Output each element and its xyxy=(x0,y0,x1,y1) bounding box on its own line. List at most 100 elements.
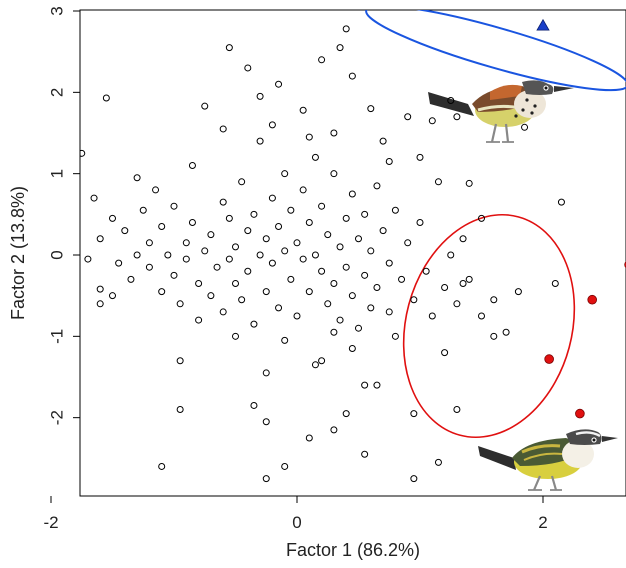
black-open-point xyxy=(355,235,362,243)
black-open-point xyxy=(219,308,227,316)
y-tick-label: -1 xyxy=(47,329,66,344)
black-open-point xyxy=(281,247,289,255)
black-open-point xyxy=(139,206,147,214)
black-open-point xyxy=(434,178,442,186)
black-open-point xyxy=(385,259,393,267)
black-open-point xyxy=(348,345,356,353)
black-open-point xyxy=(348,72,356,80)
x-tick-label: -2 xyxy=(43,513,58,532)
black-open-point xyxy=(367,247,375,255)
black-open-point xyxy=(225,44,233,52)
black-open-point xyxy=(330,426,338,434)
black-open-point xyxy=(404,113,412,121)
black-open-point xyxy=(176,300,184,308)
black-open-point xyxy=(355,324,362,332)
black-open-point xyxy=(428,312,436,320)
black-open-point xyxy=(133,174,141,182)
black-open-point xyxy=(262,288,270,296)
plot-frame xyxy=(79,9,626,497)
black-open-point xyxy=(60,260,66,266)
red-filled-point xyxy=(587,294,597,305)
black-open-point xyxy=(422,267,430,275)
black-open-point xyxy=(324,231,332,239)
black-open-point xyxy=(348,190,356,198)
black-open-point xyxy=(256,92,264,100)
red-filled-point xyxy=(544,354,554,364)
black-open-point xyxy=(490,332,498,340)
black-open-point xyxy=(342,263,350,271)
black-open-point xyxy=(219,125,227,133)
black-open-point xyxy=(96,235,104,243)
black-open-point xyxy=(410,410,418,418)
black-open-point xyxy=(182,239,190,247)
black-open-point xyxy=(127,275,135,283)
black-open-point xyxy=(361,210,369,218)
black-open-point xyxy=(275,223,283,231)
black-open-point xyxy=(96,300,104,308)
black-open-point xyxy=(305,434,313,442)
black-open-point xyxy=(170,271,178,279)
black-open-point xyxy=(158,223,166,231)
black-open-point xyxy=(213,263,221,271)
black-open-point xyxy=(342,410,350,418)
black-open-point xyxy=(275,80,283,88)
black-open-point xyxy=(361,450,369,458)
black-open-point xyxy=(293,312,301,320)
black-open-point xyxy=(84,255,92,263)
black-open-point xyxy=(391,332,399,340)
black-open-point xyxy=(287,275,295,283)
black-open-point xyxy=(244,227,252,235)
black-open-point xyxy=(434,458,442,466)
black-open-point xyxy=(318,267,326,275)
black-open-point xyxy=(299,255,307,263)
black-open-point xyxy=(361,381,369,389)
black-open-point xyxy=(207,292,215,300)
black-open-point xyxy=(521,123,529,131)
black-open-point xyxy=(176,406,184,414)
black-open-point xyxy=(262,235,270,243)
black-open-point xyxy=(158,288,166,296)
black-open-point xyxy=(361,271,369,279)
black-open-point xyxy=(201,247,209,255)
black-open-point xyxy=(250,320,258,328)
black-open-point xyxy=(299,186,307,194)
red-group-ellipse xyxy=(402,213,576,439)
black-open-point xyxy=(66,280,72,286)
black-open-point xyxy=(330,129,338,137)
blue-group-ellipse xyxy=(365,10,626,92)
black-open-point xyxy=(96,285,104,293)
black-open-point xyxy=(453,300,461,308)
y-tick-label: 1 xyxy=(47,169,66,178)
black-open-point xyxy=(379,137,387,145)
black-open-point xyxy=(342,25,350,33)
y-tick-label: 3 xyxy=(47,6,66,15)
black-open-point xyxy=(478,312,485,320)
black-open-point xyxy=(441,284,449,292)
black-open-point xyxy=(305,288,313,296)
black-open-point xyxy=(465,275,473,283)
black-open-point xyxy=(207,231,215,239)
black-open-point xyxy=(188,162,196,170)
black-open-point xyxy=(514,288,522,296)
black-open-point xyxy=(428,117,436,125)
black-open-point xyxy=(195,279,203,287)
black-open-point xyxy=(164,251,172,259)
black-open-point xyxy=(250,210,258,218)
black-open-point xyxy=(268,194,276,202)
black-open-point xyxy=(36,250,42,256)
y-tick-label: -2 xyxy=(47,410,66,425)
black-open-point xyxy=(385,157,393,165)
black-open-point xyxy=(195,316,203,324)
black-open-point xyxy=(453,406,461,414)
black-open-point xyxy=(244,267,252,275)
black-open-point xyxy=(268,121,276,129)
black-open-point xyxy=(324,300,332,308)
black-open-point xyxy=(318,56,326,64)
black-open-point xyxy=(121,227,129,235)
black-open-point xyxy=(311,153,319,161)
black-open-point xyxy=(152,186,160,194)
x-tick-label: 0 xyxy=(292,513,301,532)
black-open-point xyxy=(373,381,381,389)
black-open-point xyxy=(404,239,412,247)
black-open-point xyxy=(379,227,387,235)
